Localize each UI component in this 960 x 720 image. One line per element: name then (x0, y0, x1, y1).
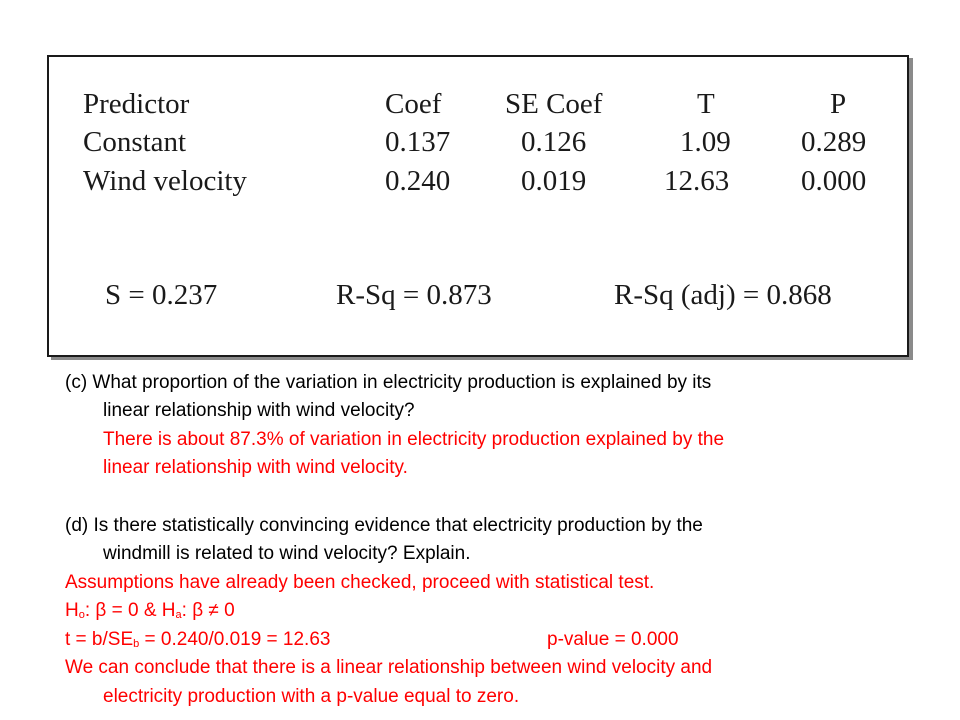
summary-rsq-adj: R-Sq (adj) = 0.868 (614, 279, 832, 311)
part-c-answer-line2: linear relationship with wind velocity. (103, 457, 408, 478)
part-c-answer-line1: There is about 87.3% of variation in ele… (103, 429, 725, 450)
row-wind-p: 0.000 (801, 165, 867, 197)
header-predictor: Predictor (83, 88, 190, 120)
header-p: P (830, 88, 847, 120)
row-wind-se: 0.019 (521, 165, 587, 197)
part-d-conclusion-line1: We can conclude that there is a linear r… (65, 657, 713, 678)
t-subscript: b (133, 638, 140, 650)
summary-s: S = 0.237 (105, 279, 218, 311)
header-se-coef: SE Coef (505, 88, 603, 120)
t-rest: = 0.240/0.019 = 12.63 (139, 629, 331, 650)
t-prefix: t = b/SE (65, 629, 134, 650)
part-d-question-line1: (d) Is there statistically convincing ev… (65, 515, 703, 536)
row-constant-predictor: Constant (83, 126, 187, 158)
row-wind-t: 12.63 (664, 165, 730, 197)
h0-prefix: H (65, 600, 79, 621)
h0-subscript: o (78, 609, 85, 621)
header-coef: Coef (385, 88, 442, 120)
row-constant-se: 0.126 (521, 126, 587, 158)
part-c-question-line2: linear relationship with wind velocity? (103, 400, 415, 421)
row-wind-coef: 0.240 (385, 165, 451, 197)
part-d-question-line2: windmill is related to wind velocity? Ex… (103, 543, 471, 564)
part-c-question-line1: (c) What proportion of the variation in … (65, 372, 712, 393)
part-d-hypotheses: Ho: β = 0 & Ha: β ≠ 0 (65, 598, 235, 628)
part-d-conclusion-line2: electricity production with a p-value eq… (103, 686, 520, 707)
regression-output-box (47, 55, 909, 357)
row-wind-predictor: Wind velocity (83, 165, 247, 197)
header-t: T (697, 88, 715, 120)
part-d-assumptions: Assumptions have already been checked, p… (65, 572, 655, 593)
summary-rsq: R-Sq = 0.873 (336, 279, 492, 311)
ha-rest: : β ≠ 0 (181, 600, 235, 621)
h0-rest: : β = 0 & H (84, 600, 176, 621)
row-constant-t: 1.09 (680, 126, 731, 158)
ha-subscript: a (175, 609, 182, 621)
row-constant-coef: 0.137 (385, 126, 451, 158)
part-d-t-statistic: t = b/SEb = 0.240/0.019 = 12.63 (65, 627, 330, 657)
part-d-pvalue: p-value = 0.000 (547, 629, 679, 650)
row-constant-p: 0.289 (801, 126, 867, 158)
